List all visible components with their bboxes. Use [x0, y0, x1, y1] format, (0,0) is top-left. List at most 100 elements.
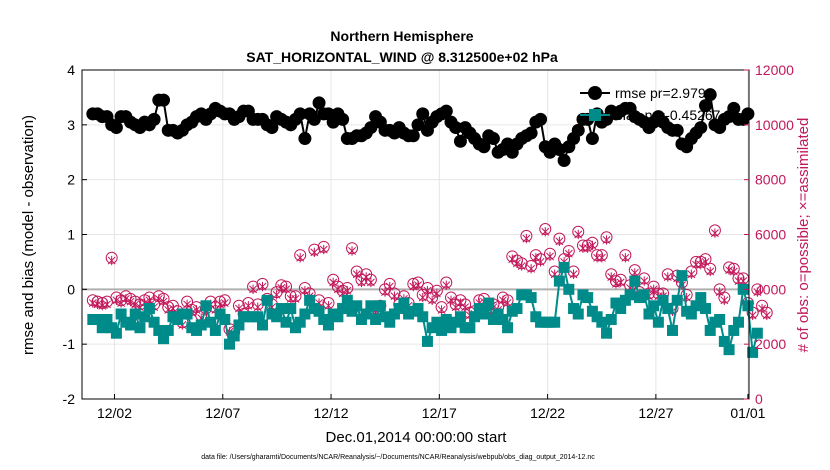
- bias-point: [549, 316, 561, 328]
- bias-point: [747, 346, 759, 358]
- bias-point: [134, 322, 146, 334]
- assimilated-obs-marker: [602, 235, 611, 245]
- assimilated-obs-marker: [192, 305, 201, 315]
- bias-point: [125, 319, 137, 331]
- assimilated-obs-marker: [687, 269, 696, 279]
- assimilated-obs-marker: [414, 280, 422, 290]
- y-right-tick-label: 0: [755, 391, 763, 407]
- bias-point: [158, 333, 170, 345]
- bias-point: [601, 327, 613, 339]
- x-tick-label: 12/17: [422, 405, 457, 421]
- bias-point: [497, 313, 509, 325]
- bias-point: [469, 311, 481, 323]
- assimilated-obs-marker: [249, 284, 258, 295]
- rmse-point: [699, 99, 713, 113]
- bias-point: [723, 344, 735, 356]
- assimilated-obs-marker: [220, 298, 229, 308]
- bias-series: [87, 261, 763, 358]
- assimilated-obs-marker: [725, 265, 734, 275]
- assimilated-obs-marker: [362, 272, 371, 282]
- rmse-point: [694, 121, 708, 135]
- data-file-note: data file: /Users/gharamti/Documents/NCA…: [201, 454, 595, 461]
- y-tick-label: -1: [63, 336, 76, 352]
- assimilated-obs-marker: [536, 257, 545, 267]
- bias-point: [652, 316, 664, 328]
- y-right-tick-label: 12000: [755, 62, 794, 78]
- assimilated-obs-marker: [513, 258, 521, 268]
- bias-point: [143, 303, 155, 315]
- y-tick-label: 3: [67, 117, 75, 133]
- assimilated-obs-marker: [649, 284, 658, 295]
- assimilated-obs-marker: [579, 243, 587, 253]
- bias-point: [648, 300, 660, 312]
- assimilated-obs-marker: [753, 287, 762, 297]
- rmse-point: [524, 126, 538, 140]
- assimilated-obs-marker: [357, 277, 366, 288]
- axis-ticks: -2 -1 0 1 2 3 4 0 2000 4000 6000 8000 10000 12000 12/0…: [63, 62, 795, 421]
- legend-bias-marker: [589, 109, 601, 121]
- rmse-point: [364, 121, 378, 135]
- assimilated-obs-marker: [352, 269, 361, 279]
- bias-point: [558, 261, 570, 273]
- x-tick-label: 12/22: [530, 405, 565, 421]
- bias-point: [261, 294, 273, 306]
- bias-point: [271, 311, 283, 323]
- rmse-point: [406, 129, 420, 143]
- bias-point: [582, 292, 594, 304]
- bias-point: [657, 294, 669, 306]
- x-tick-label: 12/12: [314, 405, 349, 421]
- rmse-point: [298, 132, 312, 146]
- bias-point: [374, 300, 386, 312]
- legend-rmse-marker: [588, 86, 602, 100]
- rmse-point: [449, 121, 463, 135]
- x-tick-label: 12/07: [205, 405, 240, 421]
- bias-point: [553, 275, 565, 287]
- bias-point: [483, 297, 495, 309]
- assimilated-obs-marker: [720, 295, 729, 305]
- bias-point: [417, 311, 429, 323]
- assimilated-obs-marker: [701, 257, 710, 267]
- assimilated-obs-marker: [310, 247, 319, 258]
- bias-point: [704, 324, 716, 336]
- rmse-point: [557, 153, 571, 167]
- bias-point: [695, 292, 707, 304]
- bias-point: [714, 313, 726, 325]
- assimilated-obs-marker: [348, 246, 356, 256]
- assimilated-obs-marker: [574, 229, 583, 240]
- bias-point: [219, 313, 231, 325]
- assimilated-obs-marker: [319, 244, 328, 255]
- bias-point: [624, 289, 636, 301]
- assimilated-obs-marker: [286, 294, 295, 304]
- y-axis-right-label: # of obs: o=possible; ×=assimilated: [795, 118, 812, 353]
- rmse-point: [477, 140, 491, 154]
- rmse-point: [670, 123, 684, 137]
- assimilated-obs-marker: [98, 301, 107, 311]
- rmse-point: [571, 123, 585, 137]
- bias-point: [511, 303, 523, 315]
- bias-point: [233, 319, 245, 331]
- assimilated-obs-marker: [498, 295, 507, 305]
- bias-point: [718, 335, 730, 347]
- chart-title: Northern Hemisphere: [330, 28, 473, 44]
- y-right-tick-label: 10000: [755, 117, 794, 133]
- assimilated-obs-marker: [423, 286, 432, 296]
- bias-point: [299, 308, 311, 320]
- assimilated-obs-marker: [451, 302, 460, 312]
- bias-point: [676, 270, 688, 282]
- bias-point: [572, 308, 584, 320]
- assimilated-obs-marker: [277, 283, 286, 293]
- assimilated-obs-marker: [258, 281, 267, 292]
- x-tick-label: 12/27: [638, 405, 673, 421]
- bias-point: [671, 294, 683, 306]
- assimilated-obs-marker: [121, 294, 130, 304]
- x-axis-label: Dec.01,2014 00:00:00 start: [326, 429, 508, 446]
- bias-point: [440, 313, 452, 325]
- assimilated-obs-marker: [564, 249, 573, 259]
- assimilated-obs-marker: [621, 253, 630, 263]
- rmse-point: [703, 88, 717, 102]
- assimilated-obs-marker: [385, 281, 394, 292]
- assimilated-obs-marker: [131, 299, 140, 310]
- rmse-point: [486, 132, 500, 146]
- y-right-tick-label: 8000: [755, 172, 786, 188]
- bias-point: [728, 324, 740, 336]
